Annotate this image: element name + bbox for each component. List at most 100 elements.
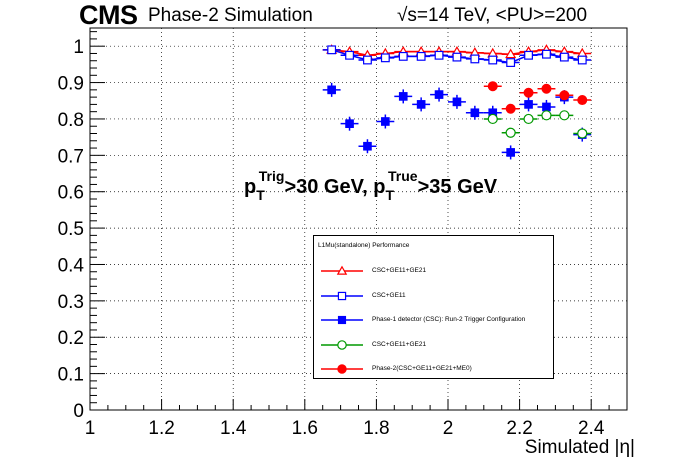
simulation-label: Phase-2 Simulation bbox=[148, 5, 313, 26]
legend-marker bbox=[321, 315, 363, 325]
legend-symbol bbox=[337, 364, 347, 374]
legend-entry: CSC+GE11+GE21 bbox=[314, 338, 553, 352]
cms-logo: CMS bbox=[79, 0, 138, 30]
series-3 bbox=[322, 82, 592, 160]
legend-label: CSC+GE11+GE21 bbox=[372, 340, 427, 348]
axes: 1 1.2 1.4 1.6 1.8 2 2.2 2.4 0 0.1 0.2 0.3 0.4 0.5 0.6 0… bbox=[58, 31, 628, 439]
legend-entry: CSC+GE11+GE21 bbox=[314, 264, 553, 278]
pt-trig-cut: >30 GeV, bbox=[284, 176, 374, 198]
energy-pileup-label: √s=14 TeV, <PU>=200 bbox=[397, 5, 588, 26]
data-point bbox=[524, 100, 533, 109]
legend-title: L1Mu(standalone) Performance bbox=[318, 242, 410, 249]
data-point bbox=[523, 113, 534, 125]
data-point bbox=[416, 51, 426, 61]
legend-symbol bbox=[337, 315, 347, 325]
x-tick-label: 2.2 bbox=[506, 418, 532, 439]
x-tick-label: 2.4 bbox=[578, 418, 605, 439]
pt-true-subscript: T bbox=[385, 187, 395, 203]
series-4 bbox=[483, 110, 592, 139]
data-point bbox=[381, 117, 390, 126]
pt-true-superscript: True bbox=[388, 168, 418, 184]
pt-true-symbol: p bbox=[373, 176, 386, 198]
data-point bbox=[345, 50, 354, 60]
data-point bbox=[434, 50, 444, 60]
data-series bbox=[322, 44, 592, 160]
legend-entry: Phase-1 detector (CSC): Run-2 Trigger Co… bbox=[314, 313, 553, 327]
legend-marker bbox=[321, 265, 363, 275]
x-tick-label: 1.2 bbox=[148, 418, 174, 439]
legend-symbol bbox=[337, 339, 347, 350]
legend-label: CSC+GE11 bbox=[372, 291, 406, 299]
data-point bbox=[505, 127, 516, 138]
data-point bbox=[559, 90, 570, 101]
data-point bbox=[363, 141, 372, 151]
pt-true-cut: >35 GeV bbox=[417, 176, 498, 198]
y-tick-label: 0.6 bbox=[58, 183, 84, 204]
legend-label: Phase-1 detector (CSC): Run-2 Trigger Co… bbox=[372, 316, 526, 323]
legend: L1Mu(standalone) Performance CSC+GE11+GE… bbox=[313, 235, 554, 379]
pt-trig-symbol: p bbox=[244, 176, 257, 198]
data-point bbox=[577, 128, 588, 139]
legend-entry: CSC+GE11 bbox=[314, 289, 553, 303]
data-point bbox=[577, 55, 587, 65]
y-tick-label: 0.3 bbox=[58, 292, 84, 313]
data-point bbox=[542, 49, 551, 59]
data-point bbox=[577, 95, 588, 106]
data-point bbox=[541, 83, 552, 94]
data-point bbox=[398, 92, 408, 101]
legend-entry: Phase-2(CSC+GE11+GE21+ME0) bbox=[314, 362, 553, 376]
x-tick-label: 1.6 bbox=[292, 418, 318, 439]
data-point bbox=[505, 48, 517, 59]
data-point bbox=[541, 110, 552, 121]
data-point bbox=[523, 87, 534, 98]
data-point bbox=[524, 50, 533, 60]
legend-symbol bbox=[337, 291, 347, 300]
data-point bbox=[559, 52, 569, 62]
pt-cut-annotation: pTTrig>30 GeV, pTTrue>35 GeV bbox=[244, 168, 498, 203]
data-point bbox=[470, 54, 480, 64]
data-point bbox=[559, 110, 570, 121]
data-point bbox=[542, 102, 551, 112]
data-point bbox=[505, 103, 516, 114]
x-tick-label: 1 bbox=[85, 418, 96, 439]
y-tick-label: 0.5 bbox=[58, 219, 84, 240]
data-point bbox=[506, 148, 515, 157]
data-point bbox=[416, 100, 426, 109]
legend-marker bbox=[321, 364, 363, 374]
y-tick-label: 0.2 bbox=[58, 328, 84, 349]
data-point bbox=[434, 90, 444, 99]
data-point bbox=[363, 55, 372, 65]
y-tick-label: 0.7 bbox=[58, 146, 84, 167]
y-tick-label: 1 bbox=[73, 37, 84, 58]
x-tick-label: 1.4 bbox=[220, 418, 247, 439]
y-tick-label: 0 bbox=[73, 401, 84, 422]
data-point bbox=[327, 85, 336, 95]
y-tick-label: 0.1 bbox=[58, 365, 84, 386]
legend-label: Phase-2(CSC+GE11+GE21+ME0) bbox=[372, 365, 472, 372]
legend-marker bbox=[321, 339, 363, 350]
data-point bbox=[327, 45, 337, 55]
data-point bbox=[487, 113, 498, 125]
pt-trig-superscript: Trig bbox=[258, 168, 285, 184]
y-tick-label: 0.4 bbox=[58, 255, 85, 276]
x-axis-label: Simulated |η| bbox=[524, 437, 635, 458]
data-point bbox=[488, 55, 498, 65]
data-point bbox=[345, 119, 354, 129]
series-2 bbox=[322, 45, 592, 67]
data-point bbox=[470, 108, 480, 118]
data-point bbox=[452, 97, 462, 107]
data-point bbox=[487, 81, 498, 92]
y-tick-label: 0.8 bbox=[58, 110, 84, 131]
data-point bbox=[452, 52, 462, 62]
legend-symbol bbox=[336, 265, 348, 275]
y-tick-label: 0.9 bbox=[58, 74, 84, 95]
data-point bbox=[398, 51, 408, 61]
series-5 bbox=[483, 81, 592, 114]
x-tick-label: 1.8 bbox=[363, 418, 389, 439]
x-tick-label: 2 bbox=[443, 418, 454, 439]
legend-marker bbox=[321, 291, 363, 300]
legend-label: CSC+GE11+GE21 bbox=[372, 267, 427, 274]
data-point bbox=[506, 58, 516, 67]
pt-trig-subscript: T bbox=[256, 187, 265, 203]
